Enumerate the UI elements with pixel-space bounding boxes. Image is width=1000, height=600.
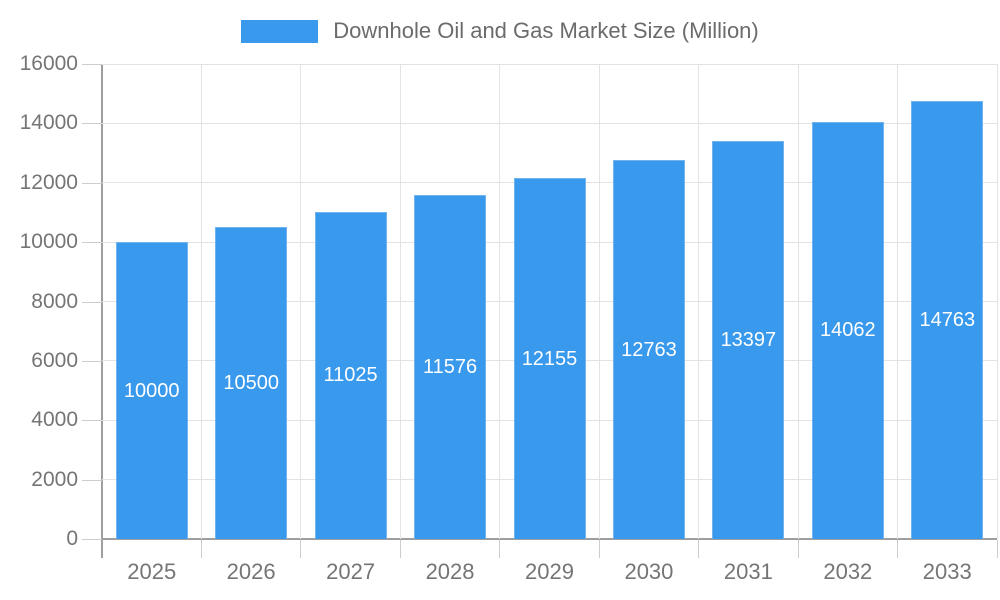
x-tick-5 (598, 540, 600, 558)
x-tick-7 (797, 540, 799, 558)
plot-area: 10000 10500 11025 11576 12155 12763 13397 14062… (102, 63, 998, 539)
x-axis-label-2033: 2033 (922, 559, 972, 584)
y-axis-label-16000: 16000 (19, 52, 78, 75)
y-axis-label-2000: 2000 (31, 467, 78, 491)
bar-value-label-2030: 12763 (621, 338, 677, 361)
bar-value-label-2027: 11025 (323, 364, 378, 387)
y-axis-label-10000: 10000 (19, 230, 78, 254)
y-axis-line (101, 64, 103, 558)
x-axis-label-2027: 2027 (326, 559, 376, 584)
v-gridline-1 (200, 64, 202, 539)
h-gridline-16000 (102, 63, 997, 65)
bar-2029: 12155 (513, 178, 586, 539)
v-gridline-5 (598, 64, 600, 539)
v-gridline-6 (698, 64, 700, 539)
x-axis-label-2025: 2025 (127, 559, 177, 584)
x-tick-9 (996, 540, 998, 558)
bar-value-label-2033: 14763 (919, 308, 976, 331)
y-axis-label-14000: 14000 (19, 111, 78, 135)
x-tick-2 (300, 540, 302, 558)
x-axis-line (102, 538, 997, 540)
y-axis-label-8000: 8000 (31, 289, 78, 313)
y-axis-label-0: 0 (66, 527, 78, 550)
v-gridline-2 (300, 64, 302, 539)
x-tick-8 (897, 540, 899, 558)
bar-2030: 12763 (612, 160, 685, 539)
y-tick-0 (82, 539, 102, 540)
bar-value-label-2032: 14062 (820, 319, 876, 342)
y-tick-12000 (82, 182, 102, 184)
legend-label: Downhole Oil and Gas Market Size (Millio… (333, 18, 759, 43)
x-axis-label-2031: 2031 (723, 559, 773, 584)
v-gridline-9 (996, 64, 998, 539)
x-tick-3 (399, 540, 401, 558)
y-tick-6000 (82, 360, 102, 362)
x-axis-label-2032: 2032 (823, 559, 873, 584)
bar-2025: 10000 (115, 242, 188, 539)
bar-2031: 13397 (712, 141, 785, 539)
bar-value-label-2028: 11576 (422, 356, 478, 379)
bar-value-label-2025: 10000 (123, 379, 180, 402)
bar-value-label-2031: 13397 (720, 329, 777, 352)
x-axis-label-2029: 2029 (525, 559, 574, 584)
bar-2033: 14763 (911, 100, 984, 539)
x-axis-label-2026: 2026 (226, 559, 276, 584)
bar-2032: 14062 (811, 121, 884, 539)
bar-value-label-2026: 10500 (223, 372, 279, 395)
y-tick-2000 (82, 479, 102, 481)
x-tick-4 (499, 540, 501, 558)
y-tick-8000 (82, 301, 102, 303)
x-axis-label-2030: 2030 (624, 559, 674, 584)
v-gridline-4 (499, 64, 501, 539)
bar-2027: 11025 (314, 211, 387, 539)
bar-value-label-2029: 12155 (521, 347, 578, 370)
bar-2026: 10500 (215, 227, 288, 539)
legend[interactable]: Downhole Oil and Gas Market Size (Millio… (0, 18, 1000, 44)
y-axis-label-6000: 6000 (31, 348, 78, 372)
x-tick-6 (698, 540, 700, 558)
y-tick-14000 (82, 123, 102, 125)
v-gridline-8 (897, 64, 899, 539)
y-axis-label-4000: 4000 (31, 408, 78, 432)
v-gridline-7 (797, 64, 799, 539)
h-gridline-14000 (102, 122, 997, 124)
legend-swatch-icon (241, 19, 319, 43)
v-gridline-3 (399, 64, 401, 539)
y-tick-10000 (82, 242, 102, 244)
y-tick-4000 (82, 420, 102, 422)
y-tick-16000 (82, 64, 102, 65)
bar-2028: 11576 (414, 195, 487, 539)
y-axis-label-12000: 12000 (19, 170, 78, 194)
x-axis-label-2028: 2028 (425, 559, 475, 584)
x-tick-1 (200, 540, 202, 558)
